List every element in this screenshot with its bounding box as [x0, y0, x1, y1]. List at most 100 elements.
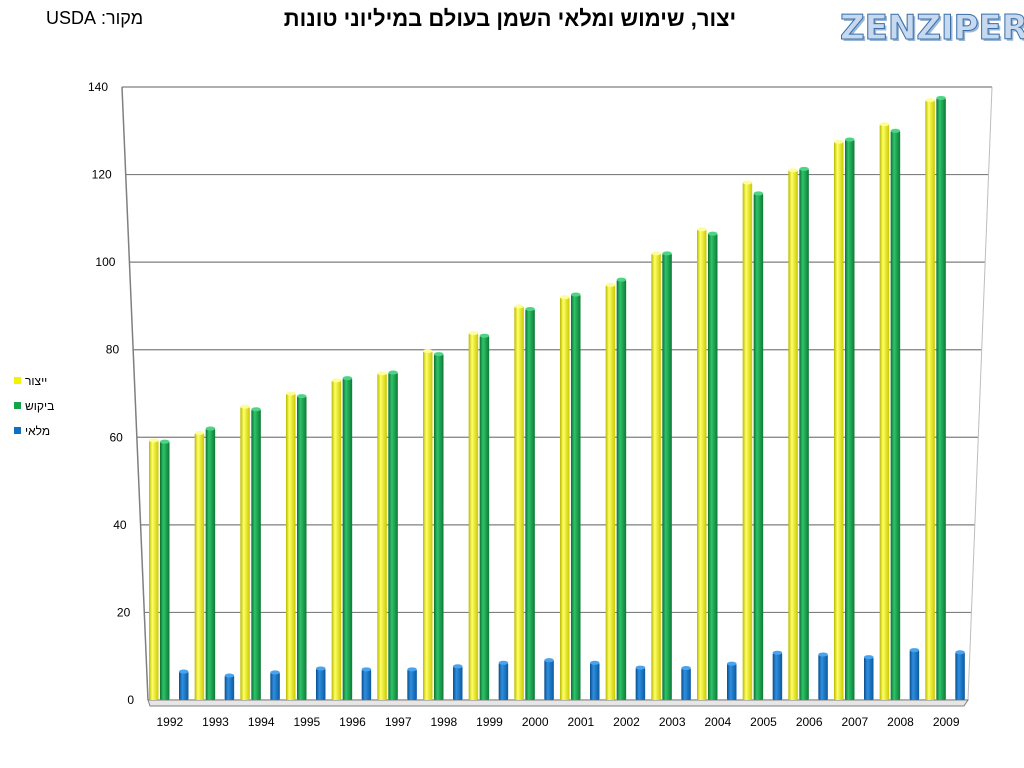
bar-consumption: [662, 253, 672, 700]
bar-production: [286, 393, 296, 700]
bar-consumption-cap: [616, 277, 627, 282]
bar-stock-cap: [270, 670, 280, 675]
bar-production: [468, 333, 479, 700]
bar-production-cap: [194, 430, 205, 435]
source-label: מקור: USDA: [46, 8, 144, 28]
bar-stock: [498, 662, 509, 700]
bar-consumption: [160, 441, 170, 700]
bar-production: [377, 373, 387, 700]
bar-stock: [224, 675, 235, 700]
right-wall-edge: [967, 86, 993, 701]
y-tick-label: 20: [117, 605, 131, 619]
bar-production-cap: [240, 404, 250, 409]
bar-production-cap: [514, 304, 524, 309]
bar-stock: [681, 668, 691, 700]
bar-stock-cap: [224, 673, 235, 678]
y-tick-label: 40: [113, 518, 127, 532]
x-tick-label: 1996: [339, 715, 366, 729]
x-tick-label: 1994: [248, 715, 275, 729]
bar-consumption: [434, 354, 444, 700]
bar-consumption: [479, 335, 490, 700]
bar-consumption: [890, 130, 901, 701]
x-tick-label: 2009: [933, 715, 960, 729]
bar-production-cap: [286, 391, 296, 396]
bar-stock: [179, 671, 189, 700]
bar-consumption-cap: [799, 166, 809, 171]
x-tick-label: 2006: [796, 715, 823, 729]
bar-production-cap: [788, 168, 798, 173]
bar-stock: [453, 666, 463, 700]
bar-stock: [361, 669, 372, 700]
bar-consumption-cap: [160, 439, 170, 444]
x-tick-label: 2008: [887, 715, 914, 729]
y-tick-label: 80: [106, 343, 120, 357]
bar-stock-cap: [590, 660, 600, 665]
bar-stock-cap: [498, 660, 509, 665]
x-tick-label: 1993: [202, 715, 229, 729]
legend-swatch-production: [14, 377, 21, 384]
legend-item-production: ייצור: [14, 368, 54, 393]
bar-stock-cap: [544, 658, 554, 663]
bar-consumption: [205, 428, 216, 700]
bar-stock: [727, 663, 737, 700]
bar-consumption-cap: [753, 191, 764, 196]
bar-stock-cap: [635, 665, 646, 670]
bar-production: [423, 351, 433, 700]
bar-stock-cap: [772, 650, 783, 655]
bar-stock-cap: [955, 650, 965, 655]
bar-production: [560, 297, 570, 700]
bar-consumption: [936, 97, 946, 701]
bar-production-cap: [560, 295, 570, 300]
bar-production-cap: [149, 438, 159, 443]
bar-consumption: [297, 396, 307, 700]
y-tick-label: 100: [95, 255, 115, 269]
bar-stock-cap: [453, 664, 463, 669]
logo: ZENZIPER: [840, 8, 1024, 49]
bar-consumption-cap: [251, 407, 261, 412]
x-tick-label: 1999: [476, 715, 503, 729]
bar-stock: [818, 654, 828, 700]
bar-stock: [590, 662, 600, 700]
legend-label-stock: מלאי: [25, 423, 51, 438]
bar-consumption-cap: [525, 306, 535, 311]
bar-production: [742, 182, 753, 700]
bar-stock: [772, 652, 783, 700]
bar-stock-cap: [681, 666, 691, 671]
bar-production: [194, 432, 205, 700]
bar-stock: [270, 672, 280, 700]
bar-production: [651, 253, 661, 700]
bar-consumption-cap: [342, 376, 353, 381]
bar-consumption: [571, 294, 581, 700]
bar-consumption: [616, 279, 627, 700]
bar-consumption-cap: [479, 333, 490, 338]
bar-production-cap: [605, 282, 616, 287]
bar-production-cap: [879, 122, 890, 127]
bar-production-cap: [468, 331, 479, 336]
legend-label-production: ייצור: [25, 373, 48, 388]
bar-stock-cap: [909, 648, 920, 653]
bar-consumption: [342, 378, 353, 700]
bar-production-cap: [331, 378, 342, 383]
bar-consumption: [251, 409, 261, 700]
x-tick-label: 2004: [704, 715, 731, 729]
legend: ייצור ביקוש מלאי: [14, 368, 54, 443]
bar-production: [149, 440, 159, 700]
bar-consumption-cap: [297, 394, 307, 399]
bar-stock: [909, 650, 920, 700]
bar-consumption-cap: [205, 426, 216, 431]
bar-stock-cap: [727, 661, 737, 666]
y-tick-label: 0: [127, 693, 134, 707]
bar-stock: [407, 669, 417, 700]
bar-stock-cap: [407, 667, 417, 672]
bar-production: [879, 124, 890, 701]
y-tick-label: 140: [88, 80, 108, 94]
bar-stock: [864, 657, 874, 700]
x-tick-label: 2007: [841, 715, 868, 729]
bar-consumption-cap: [845, 137, 855, 142]
x-tick-label: 2002: [613, 715, 640, 729]
bar-production: [925, 100, 935, 700]
bar-stock-cap: [818, 652, 828, 657]
x-tick-label: 2003: [659, 715, 686, 729]
x-tick-label: 2000: [522, 715, 549, 729]
